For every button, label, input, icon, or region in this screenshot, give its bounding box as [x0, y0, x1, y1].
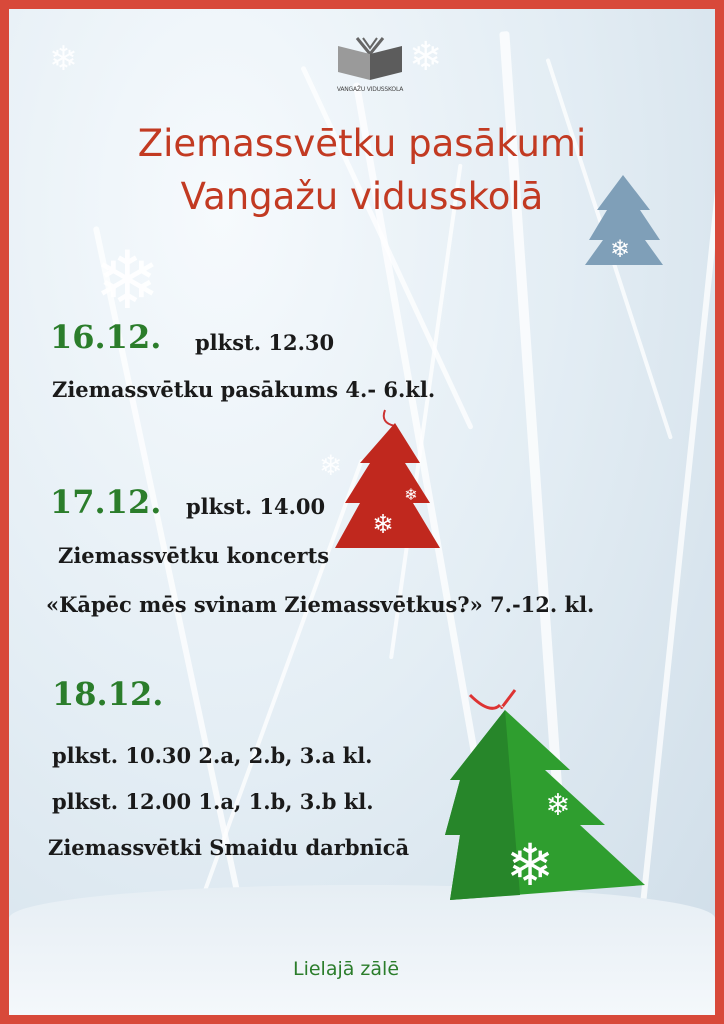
snowflake-icon: ❄	[49, 39, 78, 79]
snowflake-icon: ❄	[319, 449, 343, 482]
event-time: plkst. 14.00	[186, 494, 326, 519]
green-tree-ornament-icon: ❄ ❄	[445, 689, 645, 900]
snow-ground	[9, 885, 715, 1015]
svg-text:❄: ❄	[610, 235, 630, 263]
page-title: Ziemassvētku pasākumi	[137, 122, 587, 165]
event-description: Ziemassvētku koncerts	[58, 543, 330, 568]
snowflake-icon: ❄	[94, 234, 162, 327]
event-date: 18.12.	[52, 675, 164, 713]
snowflake-icon: ❄	[409, 34, 443, 80]
svg-text:❄: ❄	[506, 831, 555, 899]
event-date: 17.12.	[50, 483, 162, 521]
venue-label: Lielajā zālē	[293, 958, 400, 980]
svg-text:❄: ❄	[404, 485, 417, 504]
event-time: plkst. 12.30	[195, 330, 335, 355]
event-date: 16.12.	[50, 318, 162, 356]
event-session: plkst. 10.30 2.a, 2.b, 3.a kl.	[52, 743, 373, 768]
event-description: Ziemassvētki Smaidu darbnīcā	[48, 835, 410, 860]
page-subtitle: Vangažu vidusskolā	[180, 175, 544, 218]
svg-text:❄: ❄	[545, 788, 570, 823]
event-description: Ziemassvētku pasākums 4.- 6.kl.	[52, 377, 436, 402]
event-session: plkst. 12.00 1.a, 1.b, 3.b kl.	[52, 789, 374, 814]
event-description-2: «Kāpēc mēs svinam Ziemassvētkus?» 7.-12.…	[46, 592, 595, 617]
logo-text: VANGAŽU VIDUSSKOLA	[336, 86, 404, 93]
red-tree-ornament-icon: ❄ ❄	[335, 409, 440, 548]
school-logo: VANGAŽU VIDUSSKOLA	[330, 36, 410, 93]
book-logo-icon	[338, 37, 402, 80]
svg-text:❄: ❄	[372, 510, 394, 540]
blue-tree-ornament-icon: ❄	[585, 175, 663, 265]
